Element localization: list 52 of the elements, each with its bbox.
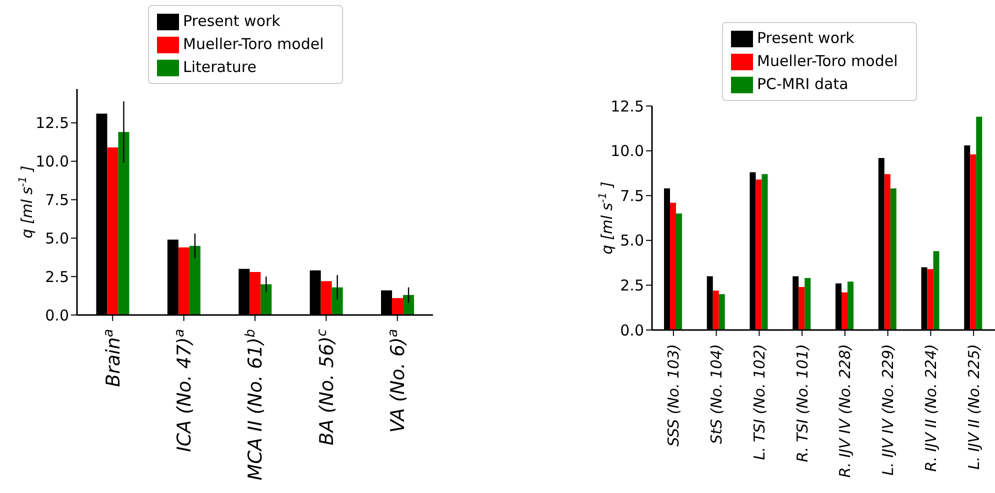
bar: [178, 247, 190, 315]
bar: [107, 147, 118, 315]
bar: [260, 284, 272, 315]
x-tick-label: StS (No. 104): [708, 344, 726, 444]
bar: [332, 287, 343, 315]
bar: [976, 116, 982, 330]
y-tick-label: 7.5: [620, 186, 644, 205]
y-tick-label: 5.0: [45, 229, 69, 248]
bar: [848, 282, 854, 330]
bar: [403, 295, 414, 315]
bar: [712, 290, 719, 330]
bar: [804, 278, 811, 330]
bar: [762, 174, 768, 330]
y-tick-label: 2.5: [45, 268, 69, 286]
bar: [842, 292, 848, 330]
bar: [392, 298, 404, 315]
x-tick-label: R. IJV IV (No. 228): [836, 344, 854, 478]
legend-label: PC-MRI data: [757, 74, 848, 93]
x-tick-label: R. IJV II (No. 224): [922, 344, 940, 472]
bar: [320, 281, 332, 315]
bar: [927, 269, 934, 330]
bar: [250, 272, 261, 315]
legend-label: Present work: [183, 12, 280, 30]
y-tick-label: 12.5: [610, 97, 644, 116]
bar: [890, 188, 896, 330]
bar: [670, 202, 676, 330]
legend-label: Mueller-Toro model: [183, 34, 324, 53]
legend-label: Present work: [757, 29, 854, 47]
bar: [118, 132, 130, 315]
x-tick-label: L. IJV IV (No. 229): [879, 344, 898, 476]
bar: [676, 214, 682, 330]
y-tick-label: 7.5: [45, 191, 69, 210]
y-tick-label: 10.0: [36, 152, 69, 171]
x-tick-label: SSS (No. 103): [664, 344, 683, 447]
bar: [718, 294, 725, 330]
y-tick-label: 0.0: [45, 306, 69, 324]
legend-label: Mueller-Toro model: [757, 52, 898, 70]
y-tick-label: 12.5: [36, 114, 69, 132]
y-tick-label: 0.0: [620, 321, 644, 340]
legend-label: Literature: [183, 58, 256, 76]
bar: [933, 251, 940, 330]
bar: [798, 286, 805, 330]
y-tick-label: 2.5: [620, 276, 644, 295]
bar: [970, 154, 976, 330]
y-tick-label: 5.0: [620, 232, 644, 250]
bar: [884, 174, 890, 330]
bar: [756, 179, 762, 330]
x-tick-label: L. IJV II (No. 225): [964, 344, 983, 470]
x-tick-label: R. TSI (No. 101): [793, 344, 812, 462]
x-tick-label: L. TSI (No. 102): [750, 344, 768, 460]
bar: [189, 246, 200, 315]
y-tick-label: 10.0: [610, 142, 644, 160]
